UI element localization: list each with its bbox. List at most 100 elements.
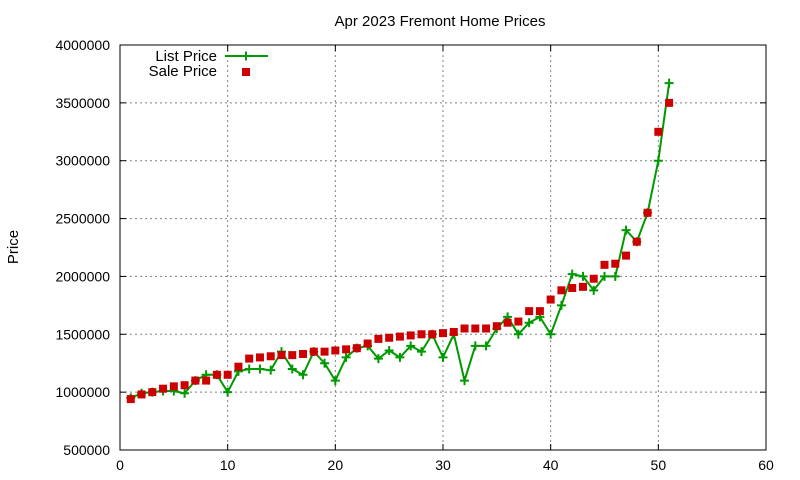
data-point-list-price — [589, 285, 599, 295]
data-point-sale-price — [266, 352, 275, 361]
data-point-list-price — [341, 352, 351, 362]
data-point-sale-price — [600, 260, 609, 269]
data-point-sale-price — [557, 286, 566, 295]
data-point-sale-price — [202, 376, 211, 385]
data-point-list-price — [621, 225, 631, 235]
data-point-sale-price — [299, 349, 308, 358]
data-point-list-price — [578, 271, 588, 281]
data-point-sale-price — [514, 317, 523, 326]
axis-ticks: 500000 1000000 1500000 2000000 2500000 300000… — [55, 37, 774, 473]
y-tick-label: 2500000 — [55, 211, 110, 227]
series — [126, 78, 674, 404]
data-point-list-price — [600, 271, 609, 281]
data-point-sale-price — [385, 333, 394, 342]
data-point-sale-price — [665, 98, 674, 107]
data-point-sale-price — [191, 376, 200, 385]
data-point-sale-price — [309, 347, 318, 356]
data-point-list-price — [460, 376, 470, 386]
data-point-sale-price — [288, 351, 297, 360]
data-point-sale-price — [449, 327, 458, 336]
data-point-sale-price — [137, 390, 146, 399]
data-point-sale-price — [578, 282, 587, 291]
series-list-price — [126, 78, 674, 403]
data-point-sale-price — [503, 318, 512, 327]
data-point-sale-price — [234, 362, 243, 371]
y-axis-label: Price — [5, 230, 22, 264]
data-point-sale-price — [654, 127, 663, 136]
data-point-sale-price — [568, 284, 577, 292]
data-point-list-price — [610, 271, 620, 281]
x-tick-label: 30 — [435, 457, 451, 473]
data-point-list-price — [481, 341, 491, 351]
data-point-list-price — [384, 345, 394, 355]
legend-label-sale-price: Sale Price — [149, 63, 217, 80]
legend-marker-sale-price — [242, 68, 250, 76]
x-tick-label: 60 — [758, 457, 774, 473]
data-point-list-price — [395, 352, 405, 362]
data-point-list-price — [320, 358, 330, 368]
legend: List Price Sale Price — [149, 48, 268, 80]
data-point-sale-price — [622, 251, 631, 260]
data-point-sale-price — [589, 274, 598, 283]
data-point-list-price — [244, 364, 254, 374]
y-tick-label: 1000000 — [55, 384, 110, 400]
y-tick-label: 2000000 — [55, 268, 110, 284]
data-point-sale-price — [255, 353, 264, 362]
legend-entry-sale-price: Sale Price — [149, 63, 250, 80]
data-point-sale-price — [342, 345, 351, 354]
data-point-sale-price — [212, 370, 221, 379]
data-point-sale-price — [428, 330, 437, 339]
data-point-sale-price — [352, 344, 361, 353]
chart-title: Apr 2023 Fremont Home Prices — [335, 13, 546, 30]
data-point-sale-price — [632, 237, 641, 246]
x-tick-label: 40 — [543, 457, 559, 473]
data-point-sale-price — [643, 208, 652, 217]
data-point-sale-price — [374, 334, 383, 343]
data-point-sale-price — [546, 295, 555, 304]
x-tick-label: 0 — [116, 457, 124, 473]
y-tick-label: 1500000 — [55, 326, 110, 342]
legend-label-list-price: List Price — [155, 48, 217, 65]
data-point-sale-price — [320, 347, 329, 356]
data-point-sale-price — [492, 322, 501, 331]
x-tick-label: 20 — [328, 457, 344, 473]
data-point-sale-price — [417, 330, 426, 339]
data-point-list-price — [653, 156, 663, 166]
series-line-list-price — [130, 83, 671, 399]
data-point-list-price — [180, 388, 190, 398]
data-point-list-price — [298, 370, 308, 380]
data-point-list-price — [373, 354, 383, 364]
data-point-list-price — [223, 387, 233, 397]
data-point-sale-price — [482, 324, 491, 333]
data-point-sale-price — [406, 331, 415, 340]
data-point-list-price — [524, 318, 534, 328]
data-point-sale-price — [331, 346, 340, 355]
series-sale-price — [126, 98, 674, 404]
data-point-sale-price — [159, 384, 168, 393]
data-point-list-price — [416, 347, 426, 357]
data-point-sale-price — [611, 259, 620, 268]
legend-entry-list-price: List Price — [155, 48, 268, 65]
data-point-list-price — [330, 376, 340, 386]
data-point-list-price — [470, 341, 480, 351]
data-point-list-price — [513, 329, 523, 339]
data-point-sale-price — [395, 332, 404, 341]
data-point-list-price — [406, 341, 416, 351]
y-tick-label: 3500000 — [55, 95, 110, 111]
y-tick-label: 3000000 — [55, 153, 110, 169]
data-point-sale-price — [245, 354, 254, 363]
data-point-sale-price — [126, 395, 135, 404]
data-point-sale-price — [223, 370, 232, 379]
data-point-sale-price — [169, 382, 178, 391]
data-point-list-price — [556, 300, 566, 310]
x-tick-label: 50 — [651, 457, 667, 473]
legend-marker-list-price — [241, 51, 251, 61]
x-tick-label: 10 — [220, 457, 236, 473]
y-tick-label: 4000000 — [55, 37, 110, 53]
y-tick-label: 500000 — [63, 442, 110, 458]
data-point-sale-price — [525, 307, 534, 316]
data-point-sale-price — [180, 381, 189, 390]
data-point-sale-price — [460, 324, 469, 333]
